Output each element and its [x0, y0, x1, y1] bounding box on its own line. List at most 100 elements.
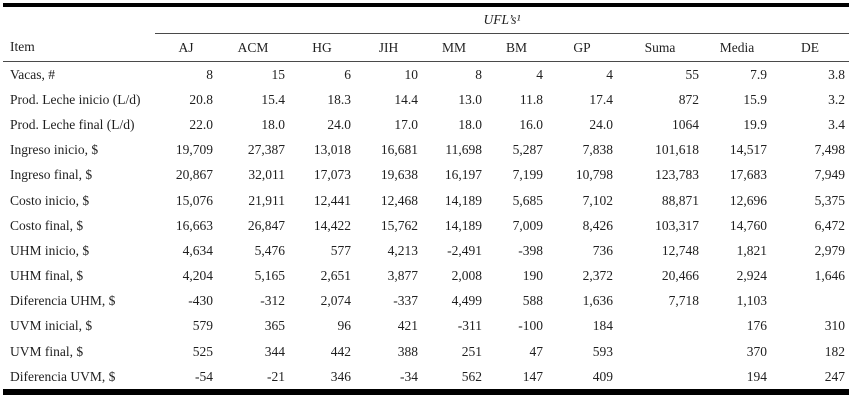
cell-de: 182	[824, 343, 846, 359]
cell-media: 370	[746, 343, 767, 359]
cell-suma: 1064	[672, 116, 699, 132]
cell-gp: 1,636	[582, 293, 613, 309]
cell-mm: 11,698	[445, 142, 482, 158]
cell-suma: 123,783	[655, 167, 699, 183]
cell-media: 7.9	[750, 66, 767, 82]
cell-bm: 190	[522, 268, 543, 284]
table-row: UHM final, $ 4,204 5,165 2,651 3,877 2,008 190…	[3, 264, 849, 289]
cell-media: 176	[746, 318, 767, 334]
col-header-jih: JIH	[355, 33, 422, 62]
cell-aj: 22.0	[189, 116, 213, 132]
table-row: UHM inicio, $ 4,634 5,476 577 4,213 -2,491 -39…	[3, 238, 849, 263]
row-label: Prod. Leche inicio (L/d)	[10, 91, 141, 107]
cell-de: 1,646	[814, 268, 846, 284]
table-row: Ingreso inicio, $ 19,709 27,387 13,018 16,68…	[3, 138, 849, 163]
cell-jih: 421	[397, 318, 418, 334]
cell-bm: 7,199	[512, 167, 543, 183]
cell-hg: 2,074	[320, 293, 351, 309]
table-row: Prod. Leche inicio (L/d) 20.8 15.4 18.3 14.4…	[3, 87, 849, 112]
col-header-hg: HG	[289, 33, 355, 62]
cell-aj: 20.8	[189, 91, 213, 107]
cell-bm: 5,685	[512, 192, 543, 208]
cell-bm: 588	[522, 293, 543, 309]
cell-de: 6,472	[814, 217, 846, 233]
cell-media: 1,103	[736, 293, 767, 309]
cell-aj: 4,204	[182, 268, 213, 284]
column-header-row: Item AJ ACM HG JIH MM BM GP Suma Media DE	[3, 33, 850, 62]
cell-acm: 26,847	[247, 217, 285, 233]
cell-media: 1,821	[736, 242, 767, 258]
cell-jih: 388	[397, 343, 418, 359]
cell-de: 3.4	[828, 116, 846, 132]
cell-gp: 593	[592, 343, 613, 359]
cell-hg: 13,018	[313, 142, 351, 158]
cell-jih: -34	[400, 368, 418, 384]
col-header-acm: ACM	[217, 33, 289, 62]
table-row: Costo inicio, $ 15,076 21,911 12,441 12,468 1…	[3, 188, 849, 213]
cell-de: 310	[824, 318, 846, 334]
cell-suma	[617, 339, 703, 364]
cell-gp: 409	[592, 368, 613, 384]
cell-mm: 18.0	[458, 116, 482, 132]
cell-hg: 96	[337, 318, 352, 334]
cell-aj: 8	[206, 66, 213, 82]
cell-mm: -311	[457, 318, 482, 334]
cell-aj: 525	[192, 343, 213, 359]
row-label: UHM final, $	[10, 268, 84, 284]
cell-acm: 5,476	[254, 242, 285, 258]
cell-media: 17,683	[729, 167, 767, 183]
col-header-de: DE	[771, 33, 850, 62]
table-row: Diferencia UVM, $ -54 -21 346 -34 562 147 409 19…	[3, 364, 849, 392]
row-label: Diferencia UVM, $	[10, 368, 116, 384]
cell-hg: 346	[330, 368, 351, 384]
cell-hg: 24.0	[327, 116, 351, 132]
cell-hg: 2,651	[320, 268, 351, 284]
cell-suma: 7,718	[668, 293, 699, 309]
cell-hg: 442	[330, 343, 351, 359]
cell-gp: 4	[606, 66, 613, 82]
table-row: Diferencia UHM, $ -430 -312 2,074 -337 4,499 5…	[3, 289, 849, 314]
row-label: UHM inicio, $	[10, 242, 90, 258]
cell-mm: 251	[461, 343, 482, 359]
row-label: Costo final, $	[10, 217, 84, 233]
cell-jih: 17.0	[394, 116, 418, 132]
cell-hg: 12,441	[313, 192, 351, 208]
cell-de: 2,979	[814, 242, 846, 258]
cell-hg: 18.3	[327, 91, 351, 107]
cell-acm: -312	[260, 293, 285, 309]
table-row: Costo final, $ 16,663 26,847 14,422 15,762 14…	[3, 213, 849, 238]
cell-bm: 147	[522, 368, 543, 384]
cell-suma: 12,748	[661, 242, 699, 258]
cell-jih: 15,762	[380, 217, 418, 233]
cell-jih: 10	[404, 66, 419, 82]
cell-suma	[617, 314, 703, 339]
cell-mm: -2,491	[447, 242, 482, 258]
cell-gp: 8,426	[582, 217, 613, 233]
cell-bm: 7,009	[512, 217, 543, 233]
cell-acm: 18.0	[261, 116, 285, 132]
cell-acm: 32,011	[248, 167, 285, 183]
cell-gp: 184	[592, 318, 613, 334]
cell-de: 7,498	[814, 142, 846, 158]
cell-aj: 20,867	[175, 167, 213, 183]
cell-media: 14,517	[729, 142, 767, 158]
col-header-gp: GP	[547, 33, 617, 62]
row-label: Diferencia UHM, $	[10, 293, 116, 309]
cell-mm: 2,008	[451, 268, 482, 284]
table-row: Vacas, # 8 15 6 10 8 4 4 55 7.9 3.8	[3, 62, 849, 88]
cell-bm: 47	[529, 343, 544, 359]
cell-jih: 12,468	[380, 192, 418, 208]
cell-acm: -21	[267, 368, 285, 384]
ufl-results-table: UFL’s¹ Item AJ ACM HG JIH MM BM GP Suma Media DE …	[3, 3, 850, 396]
group-header-row: UFL’s¹	[3, 5, 850, 34]
group-header-spacer	[3, 5, 155, 34]
cell-de: 247	[824, 368, 846, 384]
cell-media: 19.9	[743, 116, 767, 132]
cell-mm: 14,189	[444, 217, 482, 233]
cell-suma: 101,618	[655, 142, 699, 158]
cell-jih: 14.4	[394, 91, 418, 107]
cell-mm: 4,499	[451, 293, 482, 309]
row-label: UVM final, $	[10, 343, 84, 359]
cell-suma: 55	[685, 66, 700, 82]
cell-aj: 19,709	[175, 142, 213, 158]
